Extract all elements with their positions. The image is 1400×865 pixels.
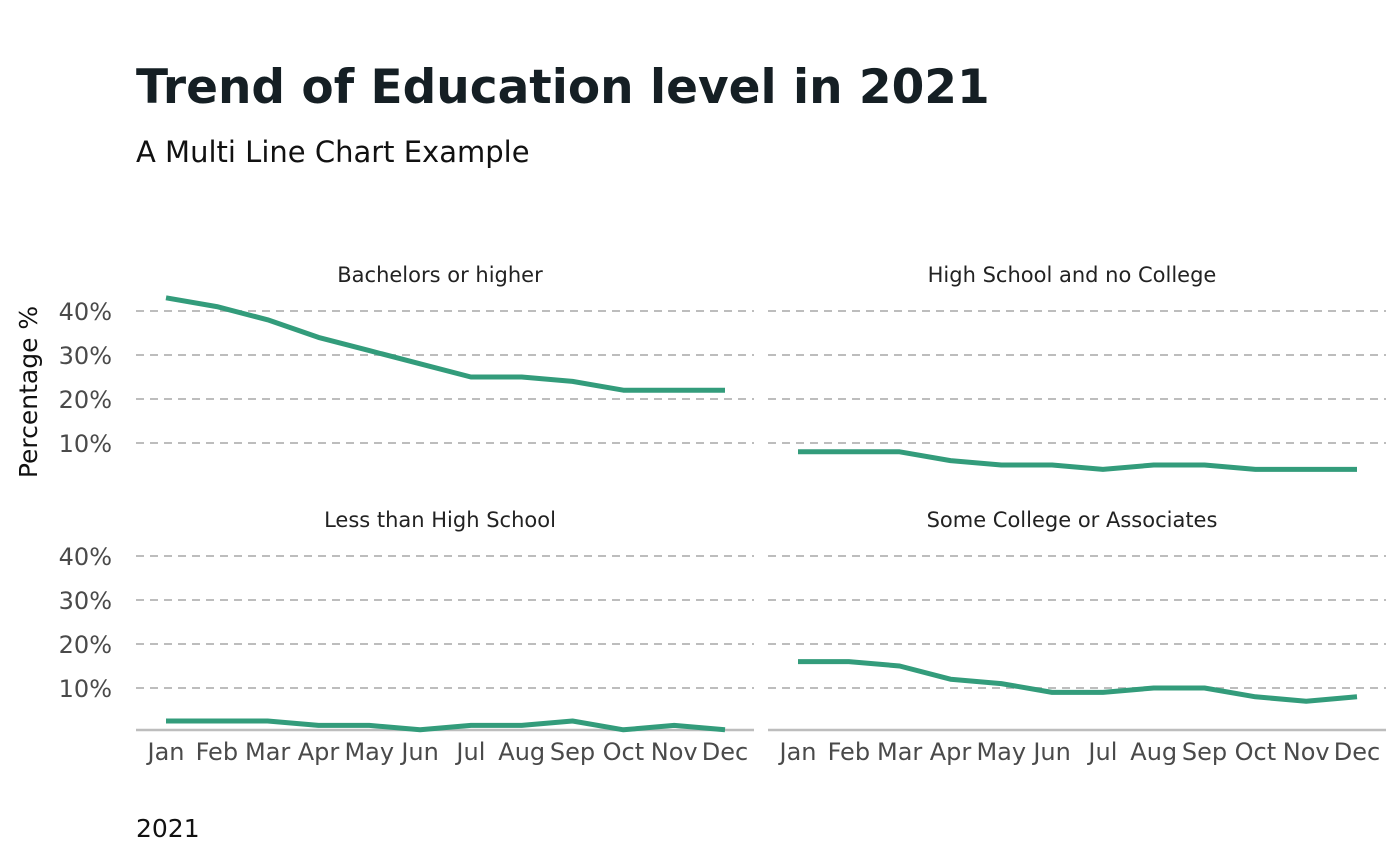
x-tick-label: Sep <box>550 738 595 766</box>
x-tick-label: Jul <box>1086 738 1117 766</box>
x-tick-label: Nov <box>1283 738 1330 766</box>
series-line <box>798 659 1358 704</box>
y-tick-label: 30% <box>59 342 112 370</box>
x-tick-label: Oct <box>603 738 645 766</box>
x-tick-label: Mar <box>877 738 922 766</box>
series-line <box>165 295 725 393</box>
facet-panel: High School and no College <box>768 263 1386 472</box>
x-tick-label: Oct <box>1235 738 1277 766</box>
x-tick-label: Apr <box>930 738 972 766</box>
x-tick-label: May <box>976 738 1026 766</box>
x-tick-label: May <box>344 738 394 766</box>
x-tick-label: Aug <box>498 738 545 766</box>
caption: 2021 <box>136 814 200 843</box>
y-tick-label: 20% <box>59 386 112 414</box>
x-tick-label: Jun <box>399 738 439 766</box>
y-tick-label: 40% <box>59 298 112 326</box>
y-tick-label: 20% <box>59 631 112 659</box>
y-tick-label: 10% <box>59 675 112 703</box>
y-axis-label: Percentage % <box>14 306 43 478</box>
y-tick-label: 40% <box>59 543 112 571</box>
facet-title: Bachelors or higher <box>337 263 543 287</box>
x-tick-label: Jul <box>454 738 485 766</box>
x-tick-label: Jun <box>1031 738 1071 766</box>
facet-panel: Bachelors or higher 10% 20% 30% 40% <box>59 263 754 458</box>
x-tick-label: Dec <box>702 738 748 766</box>
x-tick-label: Jan <box>146 738 185 766</box>
chart-title: Trend of Education level in 2021 <box>136 60 990 115</box>
facet-title: High School and no College <box>928 263 1217 287</box>
x-tick-label: Aug <box>1130 738 1177 766</box>
chart-subtitle: A Multi Line Chart Example <box>136 135 530 169</box>
x-tick-label: Jan <box>778 738 817 766</box>
x-tick-label: Feb <box>196 738 239 766</box>
facet-title: Some College or Associates <box>927 508 1218 532</box>
x-tick-label: Feb <box>828 738 871 766</box>
series-line <box>798 449 1357 472</box>
facet-panel: Some College or Associates Jan Feb Mar Apr Ma… <box>768 508 1386 766</box>
series-line <box>166 718 726 733</box>
y-tick-label: 10% <box>59 430 112 458</box>
y-tick-label: 30% <box>59 587 112 615</box>
x-tick-label: Apr <box>298 738 340 766</box>
x-tick-label: Mar <box>245 738 290 766</box>
x-tick-label: Sep <box>1182 738 1227 766</box>
facet-title: Less than High School <box>324 508 556 532</box>
x-tick-label: Nov <box>651 738 698 766</box>
x-tick-label: Dec <box>1334 738 1380 766</box>
facet-panels: Bachelors or higher 10% 20% 30% 40% High Scho… <box>59 263 1386 766</box>
